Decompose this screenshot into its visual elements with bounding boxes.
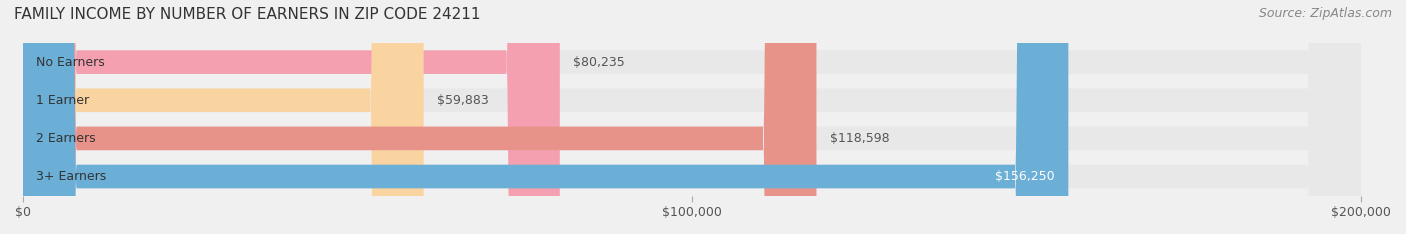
Text: 1 Earner: 1 Earner	[37, 94, 90, 107]
FancyBboxPatch shape	[22, 0, 1361, 234]
Text: 2 Earners: 2 Earners	[37, 132, 96, 145]
FancyBboxPatch shape	[22, 0, 817, 234]
Text: Source: ZipAtlas.com: Source: ZipAtlas.com	[1258, 7, 1392, 20]
Text: $156,250: $156,250	[995, 170, 1054, 183]
Text: $118,598: $118,598	[830, 132, 890, 145]
Text: $80,235: $80,235	[574, 56, 624, 69]
FancyBboxPatch shape	[22, 0, 1361, 234]
Text: FAMILY INCOME BY NUMBER OF EARNERS IN ZIP CODE 24211: FAMILY INCOME BY NUMBER OF EARNERS IN ZI…	[14, 7, 481, 22]
FancyBboxPatch shape	[22, 0, 1361, 234]
FancyBboxPatch shape	[22, 0, 1069, 234]
FancyBboxPatch shape	[22, 0, 423, 234]
FancyBboxPatch shape	[22, 0, 1361, 234]
FancyBboxPatch shape	[22, 0, 560, 234]
Text: No Earners: No Earners	[37, 56, 105, 69]
Text: $59,883: $59,883	[437, 94, 489, 107]
Text: 3+ Earners: 3+ Earners	[37, 170, 107, 183]
